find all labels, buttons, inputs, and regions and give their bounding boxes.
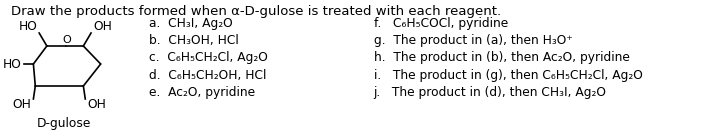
Text: g.  The product in (a), then H₃O⁺: g. The product in (a), then H₃O⁺ <box>373 34 572 47</box>
Text: HO: HO <box>3 57 22 70</box>
Text: c.  C₆H₅CH₂Cl, Ag₂O: c. C₆H₅CH₂Cl, Ag₂O <box>149 51 267 64</box>
Text: b.  CH₃OH, HCl: b. CH₃OH, HCl <box>149 34 239 47</box>
Text: OH: OH <box>93 20 112 33</box>
Text: j.   The product in (d), then CH₃I, Ag₂O: j. The product in (d), then CH₃I, Ag₂O <box>373 86 607 99</box>
Text: f.   C₆H₅COCl, pyridine: f. C₆H₅COCl, pyridine <box>373 17 508 30</box>
Text: h.  The product in (b), then Ac₂O, pyridine: h. The product in (b), then Ac₂O, pyridi… <box>373 51 630 64</box>
Text: a.  CH₃I, Ag₂O: a. CH₃I, Ag₂O <box>149 17 232 30</box>
Text: OH: OH <box>13 98 32 111</box>
Text: HO: HO <box>18 20 37 33</box>
Text: d.  C₆H₅CH₂OH, HCl: d. C₆H₅CH₂OH, HCl <box>149 69 266 82</box>
Text: Draw the products formed when α-D-gulose is treated with each reagent.: Draw the products formed when α-D-gulose… <box>11 5 501 18</box>
Text: e.  Ac₂O, pyridine: e. Ac₂O, pyridine <box>149 86 255 99</box>
Text: D-gulose: D-gulose <box>37 117 91 130</box>
Text: i.   The product in (g), then C₆H₅CH₂Cl, Ag₂O: i. The product in (g), then C₆H₅CH₂Cl, A… <box>373 69 642 82</box>
Text: OH: OH <box>87 98 106 111</box>
Text: O: O <box>62 35 72 45</box>
